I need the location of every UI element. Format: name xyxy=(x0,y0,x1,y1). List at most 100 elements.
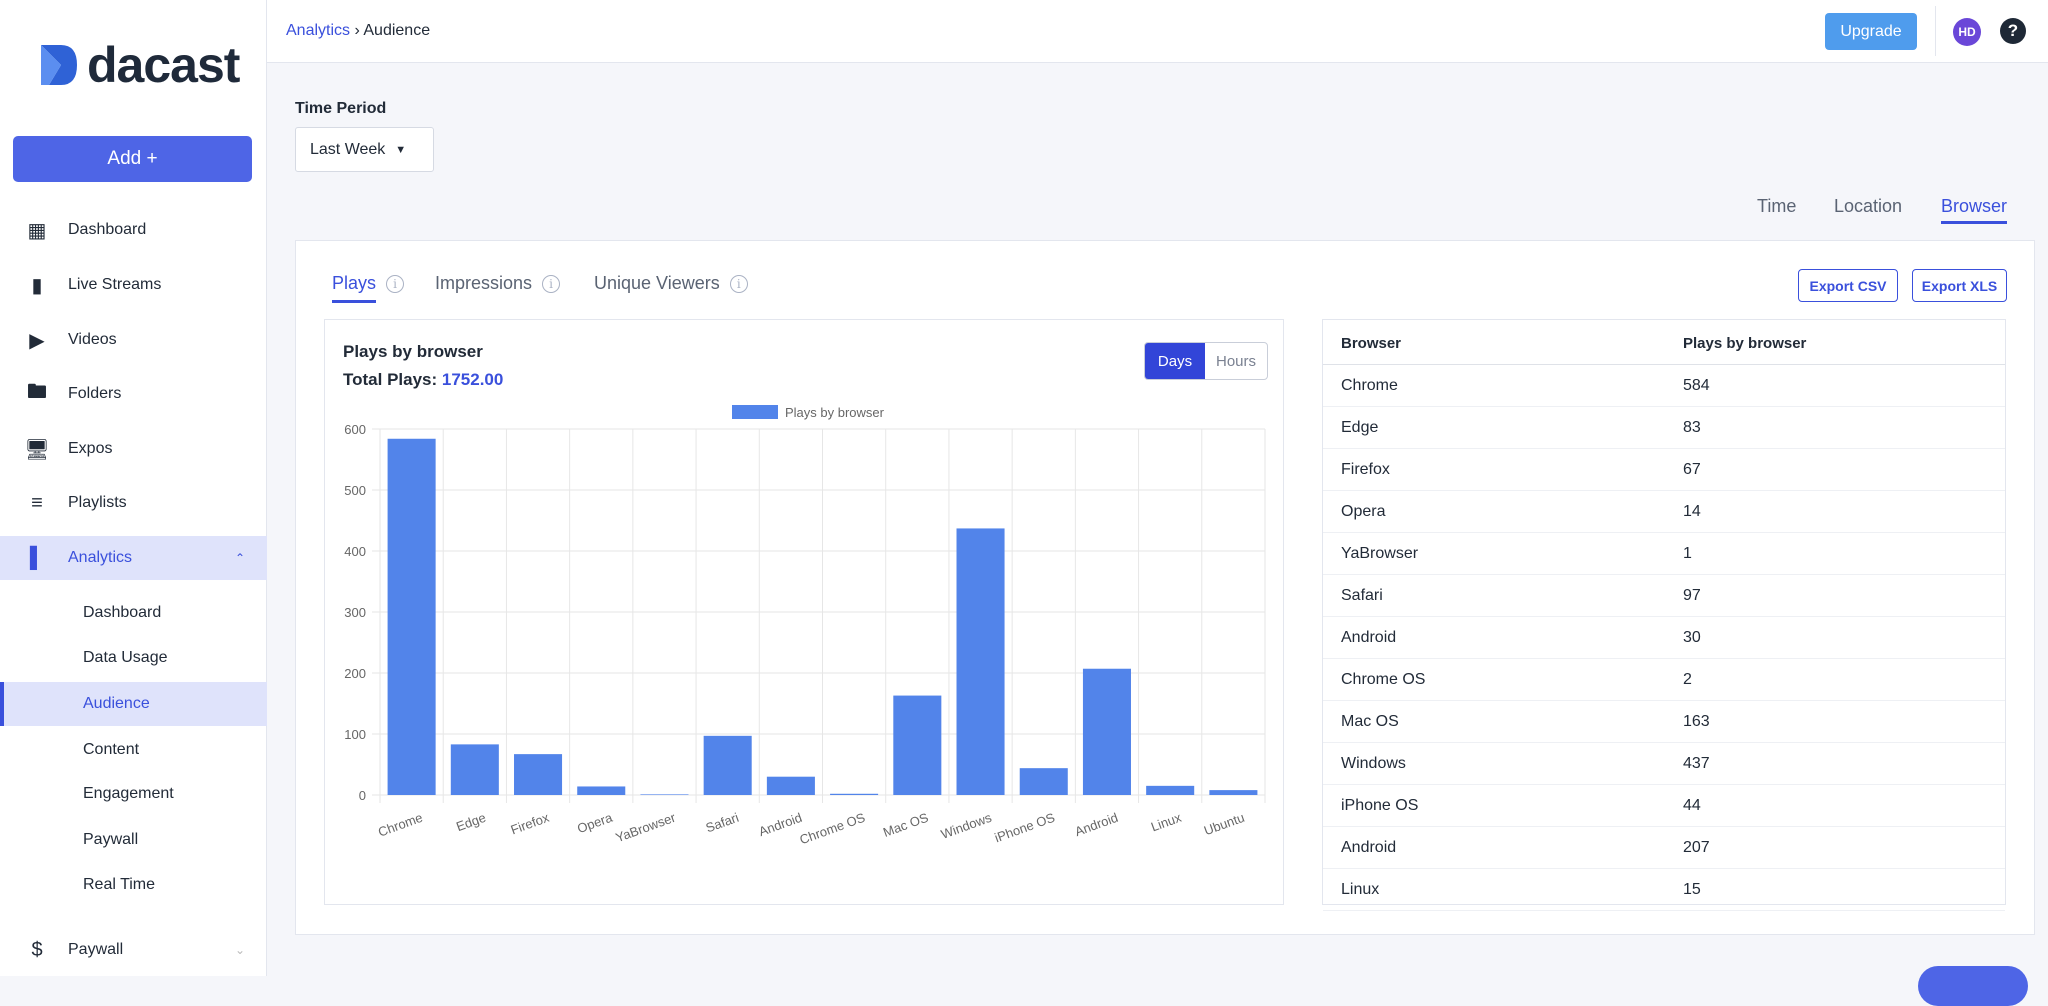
x-tick-label: Safari xyxy=(704,810,741,836)
sidebar-item-folders[interactable]: 🖿 Folders xyxy=(0,372,267,416)
x-tick-label: Android xyxy=(757,810,804,839)
table-row: Chrome 584 xyxy=(1323,365,2005,407)
time-period-value: Last Week xyxy=(310,140,386,158)
sidebar-item-analytics[interactable]: ▌ Analytics ⌃ xyxy=(0,536,267,580)
logo-icon xyxy=(41,45,77,85)
add-button[interactable]: Add + xyxy=(13,136,252,182)
bar-chrome xyxy=(387,438,436,795)
browser-cell: Linux xyxy=(1341,880,1380,898)
upgrade-button[interactable]: Upgrade xyxy=(1825,13,1917,50)
chart-panel: Plays by browser Total Plays: 1752.00 Da… xyxy=(324,319,1284,905)
x-tick-label: iPhone OS xyxy=(993,810,1058,846)
y-tick-label: 400 xyxy=(344,544,366,559)
avatar[interactable]: HD xyxy=(1953,18,1981,46)
hours-toggle[interactable]: Hours xyxy=(1215,352,1256,370)
tab-plays-label: Plays xyxy=(332,273,377,303)
tab-impressions[interactable]: Impressions i xyxy=(435,273,561,294)
caret-down-icon: ▼ xyxy=(395,143,407,156)
export-xls-button[interactable]: Export XLS xyxy=(1912,269,2007,302)
bar-yabrowser xyxy=(640,794,689,795)
analytics-sub-content[interactable]: Content xyxy=(83,741,140,758)
logo-text: dacast xyxy=(87,37,240,93)
table-row: Safari 97 xyxy=(1323,575,2005,617)
monitor-icon: 🖥 xyxy=(24,438,50,461)
bar-firefox xyxy=(514,754,563,795)
browser-cell: Opera xyxy=(1341,502,1386,520)
sidebar: dacast Add + ▦ Dashboard ▮ Live Streams ▶ Vid… xyxy=(0,0,267,976)
table-row: Firefox 67 xyxy=(1323,449,2005,491)
breadcrumb-analytics[interactable]: Analytics xyxy=(286,22,351,39)
table-row: iPhone OS 44 xyxy=(1323,785,2005,827)
x-tick-label: Windows xyxy=(939,810,994,842)
plays-cell: 30 xyxy=(1683,628,1701,646)
analytics-sub-audience[interactable]: Audience xyxy=(0,682,267,726)
time-period-dropdown[interactable]: Last Week ▼ xyxy=(295,127,434,172)
sidebar-item-playlists[interactable]: ≡ Playlists xyxy=(0,481,267,525)
camera-icon: ▮ xyxy=(31,274,43,297)
total-plays-label: Total Plays: xyxy=(343,370,438,389)
sidebar-item-videos[interactable]: ▶ Videos xyxy=(0,318,267,362)
total-plays: Total Plays: 1752.00 xyxy=(343,370,503,390)
tab-unique-viewers[interactable]: Unique Viewers i xyxy=(594,273,748,294)
table-row: Linux 15 xyxy=(1323,869,2005,911)
sidebar-item-label: Folders xyxy=(68,385,122,402)
sidebar-item-expos[interactable]: 🖥 Expos xyxy=(0,427,267,471)
table-row: Edge 83 xyxy=(1323,407,2005,449)
play-icon: ▶ xyxy=(29,329,45,352)
tab-location[interactable]: Location xyxy=(1834,196,1903,216)
floating-button[interactable] xyxy=(1918,966,2028,1006)
plays-cell: 2 xyxy=(1683,670,1692,688)
browser-cell: Chrome xyxy=(1341,376,1398,394)
browser-cell: Mac OS xyxy=(1341,712,1399,730)
bar-edge xyxy=(450,744,499,795)
y-tick-label: 200 xyxy=(344,666,366,681)
total-plays-value: 1752.00 xyxy=(441,370,504,389)
x-tick-label: YaBrowser xyxy=(614,809,679,845)
y-tick-label: 0 xyxy=(359,788,366,803)
analytics-sub-dashboard[interactable]: Dashboard xyxy=(83,604,162,621)
tab-browser[interactable]: Browser xyxy=(1941,196,2008,224)
browser-cell: Windows xyxy=(1341,754,1406,772)
analytics-sub-real-time[interactable]: Real Time xyxy=(83,876,156,893)
sidebar-item-label: Analytics xyxy=(68,549,133,566)
table-row: Android 207 xyxy=(1323,827,2005,869)
top-header xyxy=(267,0,2048,63)
table-row: Mac OS 163 xyxy=(1323,701,2005,743)
tab-plays[interactable]: Plays i xyxy=(332,264,405,303)
y-tick-label: 500 xyxy=(344,483,366,498)
browser-cell: Android xyxy=(1341,628,1397,646)
plays-cell: 437 xyxy=(1683,754,1710,772)
days-toggle[interactable]: Days xyxy=(1145,343,1205,379)
sidebar-item-label: Playlists xyxy=(68,494,127,511)
analytics-sub-engagement[interactable]: Engagement xyxy=(83,785,174,802)
analytics-sub-data-usage[interactable]: Data Usage xyxy=(83,649,168,666)
bar-iphone-os xyxy=(1019,768,1068,795)
x-tick-label: Firefox xyxy=(509,810,552,838)
table-row: Windows 437 xyxy=(1323,743,2005,785)
sidebar-item-dashboard[interactable]: ▦ Dashboard xyxy=(0,208,267,252)
info-icon[interactable]: i xyxy=(386,274,405,293)
x-tick-label: Edge xyxy=(454,810,488,834)
bar-chart-icon: ▌ xyxy=(29,546,45,569)
info-icon[interactable]: i xyxy=(729,274,748,293)
browser-cell: Firefox xyxy=(1341,460,1390,478)
chevron-icon[interactable]: ⌃ xyxy=(234,551,245,565)
analytics-sub-paywall[interactable]: Paywall xyxy=(83,831,139,848)
tab-unique-viewers-label: Unique Viewers xyxy=(594,273,720,293)
info-icon[interactable]: i xyxy=(542,274,561,293)
plays-cell: 584 xyxy=(1683,376,1710,394)
browser-cell: Safari xyxy=(1341,586,1383,604)
browser-table: Browser Plays by browser Chrome 584 Edge 83 Fi… xyxy=(1322,319,2006,911)
tab-time[interactable]: Time xyxy=(1757,196,1797,216)
export-csv-button[interactable]: Export CSV xyxy=(1798,269,1898,302)
bar-safari xyxy=(703,735,752,795)
plays-cell: 1 xyxy=(1683,544,1692,562)
sidebar-item-label: Videos xyxy=(68,331,117,348)
dacast-logo[interactable]: dacast xyxy=(39,36,240,94)
sidebar-item-paywall[interactable]: $ Paywall ⌄ xyxy=(0,928,267,972)
chevron-icon[interactable]: ⌄ xyxy=(234,943,245,957)
tab-impressions-label: Impressions xyxy=(435,273,533,293)
sidebar-item-live-streams[interactable]: ▮ Live Streams xyxy=(0,263,267,307)
bar-linux xyxy=(1146,785,1195,795)
help-icon[interactable]: ? xyxy=(2000,18,2026,44)
